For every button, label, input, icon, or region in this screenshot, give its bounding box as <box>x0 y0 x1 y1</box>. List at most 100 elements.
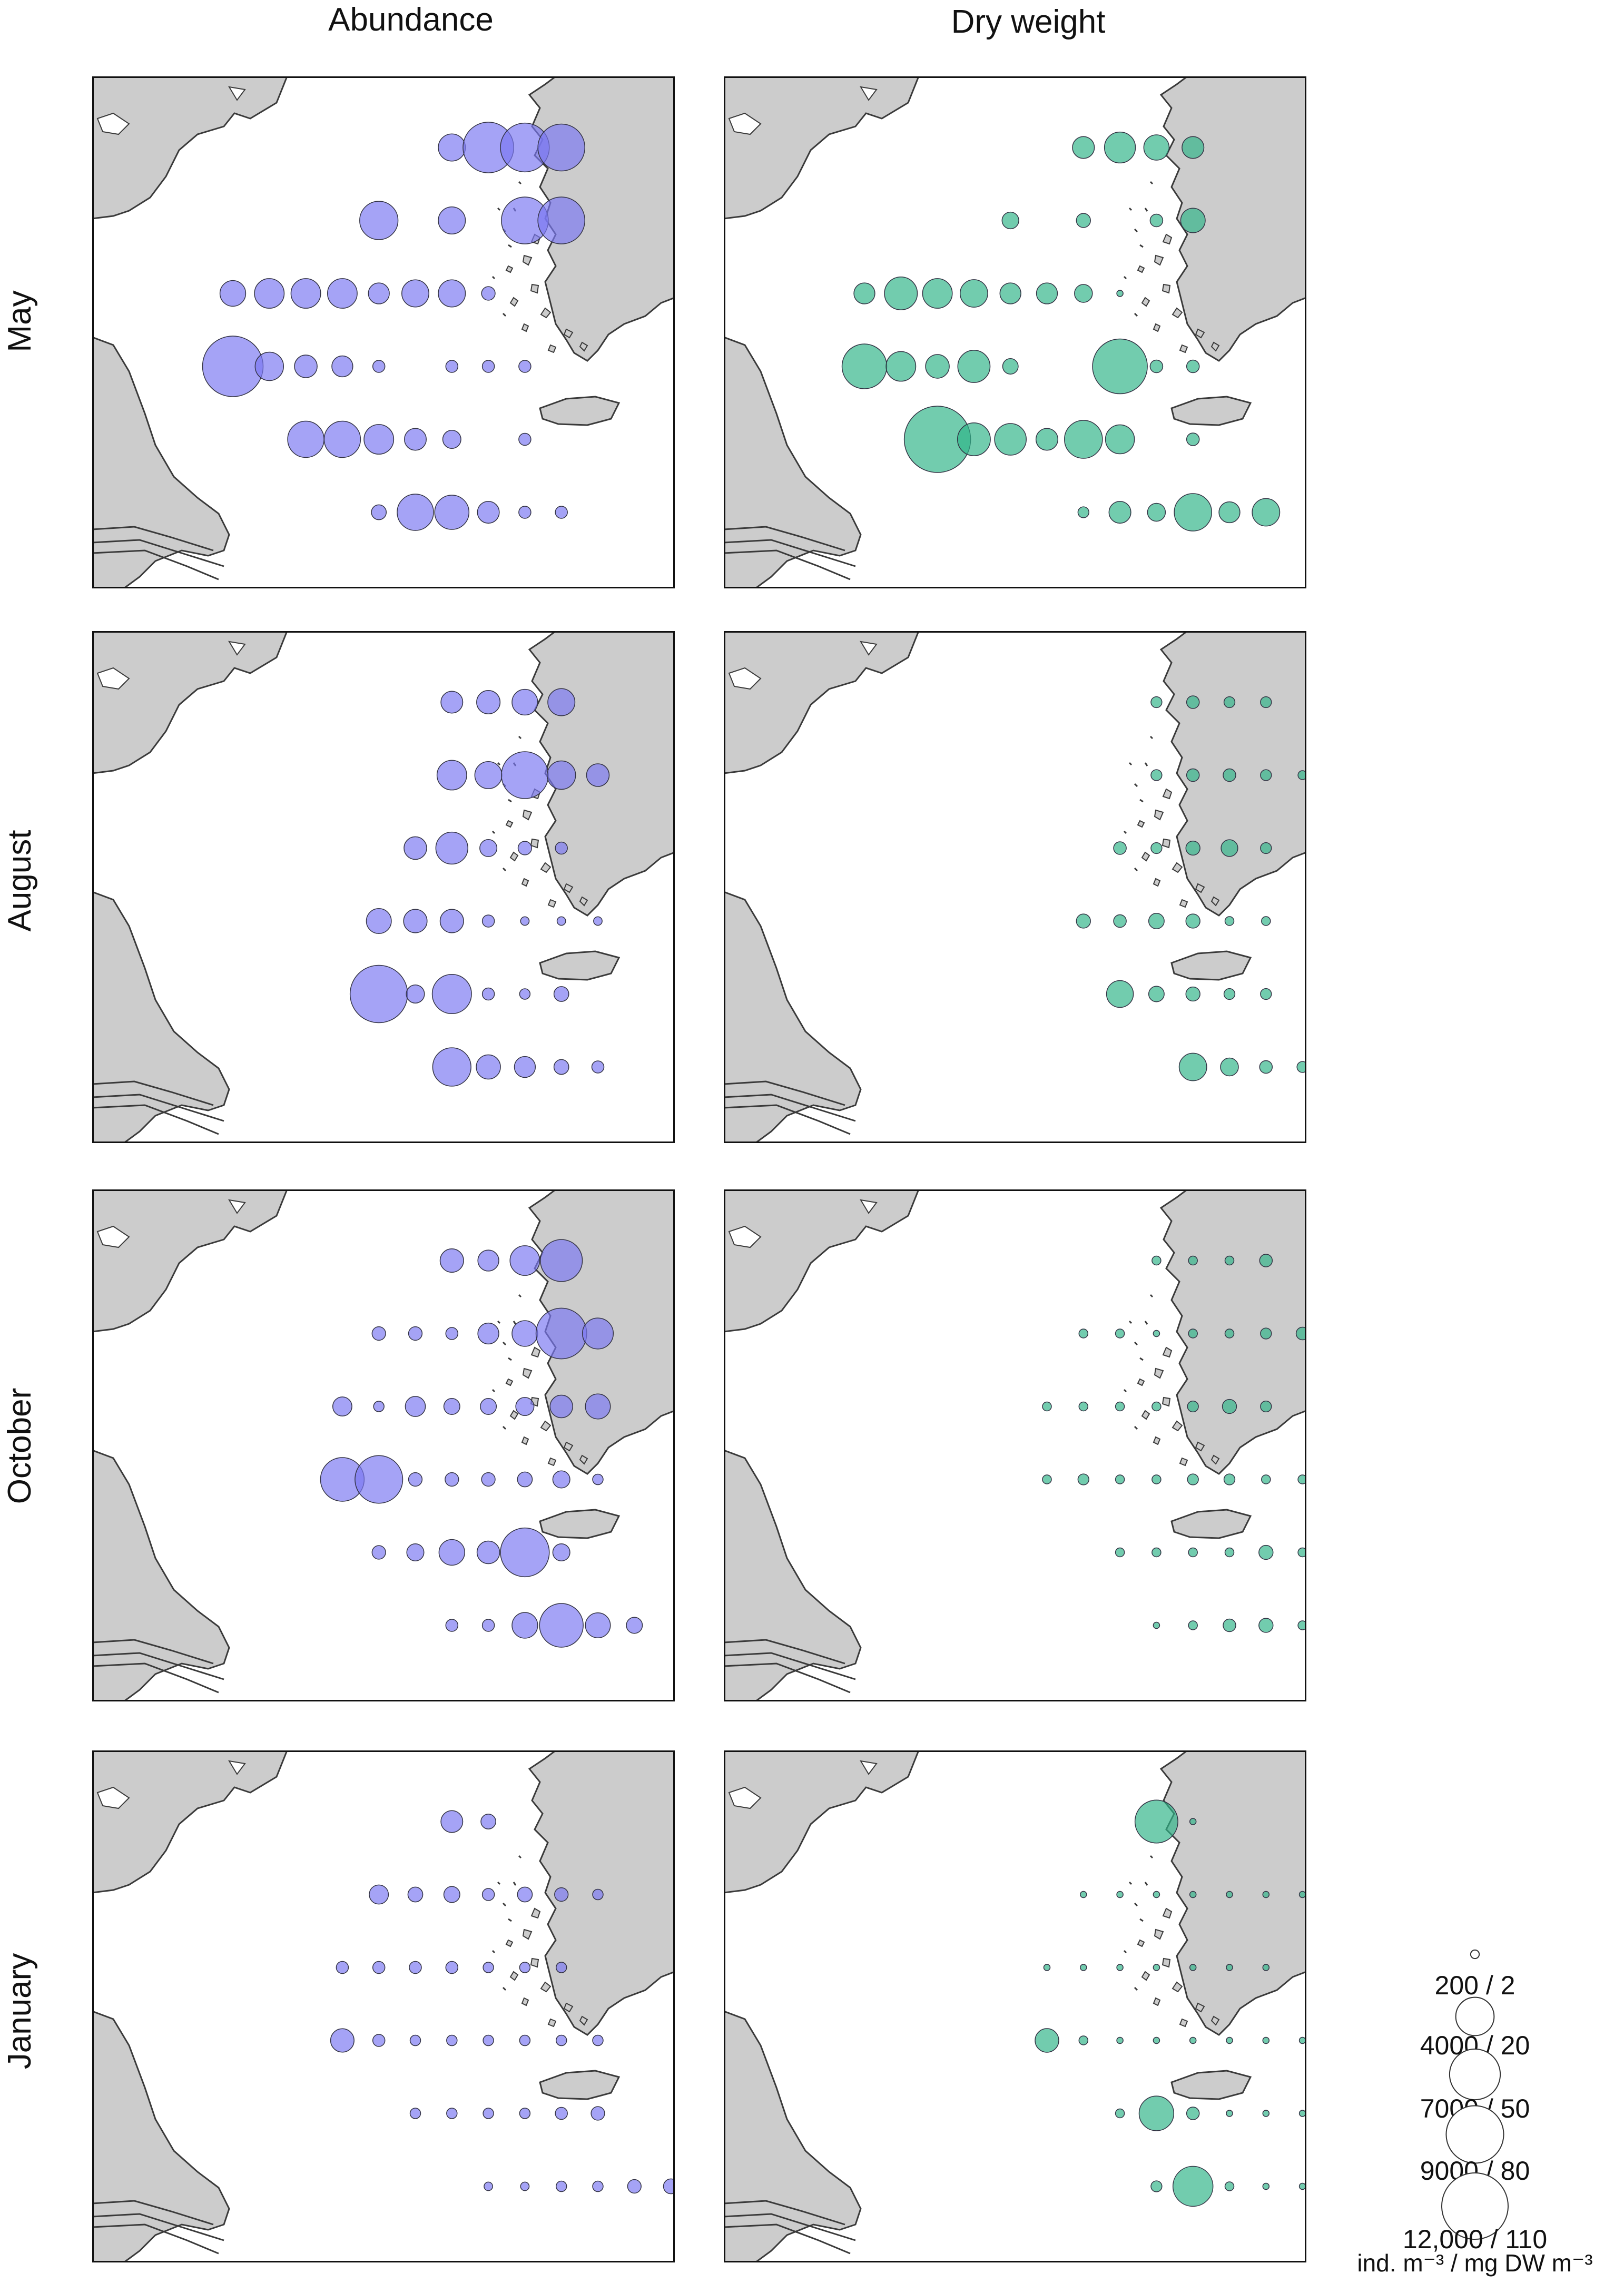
station-bubble <box>555 1962 567 1973</box>
station-bubble <box>1116 2036 1124 2044</box>
station-bubble <box>481 1619 495 1632</box>
station-bubble <box>554 1887 569 1902</box>
station-bubble <box>435 831 468 865</box>
legend-circle <box>1445 2105 1504 2164</box>
station-bubble <box>445 1961 459 1974</box>
station-bubble <box>1174 493 1212 532</box>
station-bubble <box>477 501 500 524</box>
station-bubble <box>403 909 428 933</box>
station-bubble <box>519 1962 531 1973</box>
station-bubble <box>556 916 566 926</box>
station-bubble <box>555 2034 567 2046</box>
station-bubble <box>1116 1891 1124 1898</box>
station-bubble <box>517 1471 533 1488</box>
station-bubble <box>501 751 549 799</box>
station-bubble <box>1072 136 1095 159</box>
station-bubble <box>1151 1401 1162 1412</box>
station-bubble <box>476 1054 501 1080</box>
station-bubble <box>517 1886 533 1903</box>
station-bubble <box>1260 696 1272 708</box>
legend-circle <box>1449 2048 1501 2101</box>
station-bubble <box>1153 1621 1160 1629</box>
station-bubble <box>1189 2036 1197 2044</box>
legend-label: 200 / 2 <box>1435 1971 1515 2000</box>
panel-frame <box>92 631 675 1143</box>
column-title-dry-weight: Dry weight <box>951 4 1106 40</box>
station-bubble <box>1258 1618 1274 1633</box>
station-bubble <box>547 688 576 716</box>
row-title-may: May <box>2 290 38 352</box>
panel-january-dry-weight <box>724 1750 1342 2262</box>
column-title-abundance: Abundance <box>328 2 494 38</box>
station-bubble <box>1298 1891 1306 1898</box>
station-bubble <box>1224 1329 1235 1339</box>
station-bubble <box>445 1619 459 1632</box>
panel-frame <box>724 631 1306 1143</box>
station-bubble <box>1178 1052 1207 1081</box>
station-bubble <box>406 1543 425 1562</box>
station-bubble <box>406 984 425 1004</box>
station-bubble <box>592 2180 604 2192</box>
station-bubble <box>1224 1547 1235 1558</box>
row-title-august: August <box>2 830 38 931</box>
legend-circle <box>1441 2172 1509 2240</box>
station-bubble <box>1149 359 1164 373</box>
station-bubble <box>1260 1400 1272 1413</box>
station-bubble <box>540 1239 583 1282</box>
station-bubble <box>1259 1060 1273 1074</box>
station-bubble <box>1150 769 1163 781</box>
station-bubble <box>1148 913 1165 929</box>
station-bubble <box>1115 1474 1125 1484</box>
station-bubble <box>1223 696 1236 708</box>
station-bubble <box>1186 768 1200 782</box>
station-bubble <box>1262 1891 1270 1898</box>
station-bubble <box>403 836 427 860</box>
station-bubble <box>1333 1061 1344 1072</box>
station-bubble <box>407 1886 424 1903</box>
station-bubble <box>1252 498 1281 527</box>
station-bubble <box>294 355 318 378</box>
station-bubble <box>445 1472 459 1487</box>
station-bubble <box>1153 1964 1160 1971</box>
row-title-october: October <box>2 1388 38 1504</box>
station-bubble <box>1105 424 1135 455</box>
station-bubble <box>1104 131 1136 164</box>
station-bubble <box>431 973 472 1015</box>
station-bubble <box>1115 1329 1125 1339</box>
station-bubble <box>368 282 390 304</box>
station-bubble <box>290 278 321 309</box>
station-bubble <box>585 1612 611 1638</box>
station-bubble <box>481 1888 495 1901</box>
station-bubble <box>549 1394 573 1419</box>
station-bubble <box>438 1539 465 1566</box>
station-bubble <box>1150 842 1163 854</box>
panel-frame <box>92 1750 675 2262</box>
station-bubble <box>409 1961 422 1974</box>
station-bubble <box>1189 1818 1197 1825</box>
station-bubble <box>1336 2183 1342 2189</box>
station-bubble <box>511 1612 538 1639</box>
station-bubble <box>331 355 353 378</box>
station-bubble <box>349 965 408 1024</box>
station-bubble <box>1298 2182 1306 2190</box>
station-bubble <box>327 278 358 309</box>
panel-october-abundance <box>92 1189 675 1701</box>
station-bubble <box>1001 211 1019 230</box>
station-bubble <box>438 133 466 162</box>
station-bubble <box>480 1398 497 1415</box>
station-bubble <box>359 201 399 240</box>
station-bubble <box>1076 213 1091 228</box>
station-bubble <box>330 2028 355 2053</box>
station-bubble <box>517 841 533 855</box>
station-bubble <box>1297 1474 1306 1484</box>
station-bubble <box>518 360 532 373</box>
station-bubble <box>1296 1061 1306 1073</box>
station-bubble <box>479 839 498 858</box>
panel-frame <box>724 1189 1306 1701</box>
station-bubble <box>1172 2166 1214 2207</box>
station-bubble <box>590 2106 605 2121</box>
station-bubble <box>957 350 991 383</box>
station-bubble <box>1150 696 1163 708</box>
station-bubble <box>885 351 917 382</box>
